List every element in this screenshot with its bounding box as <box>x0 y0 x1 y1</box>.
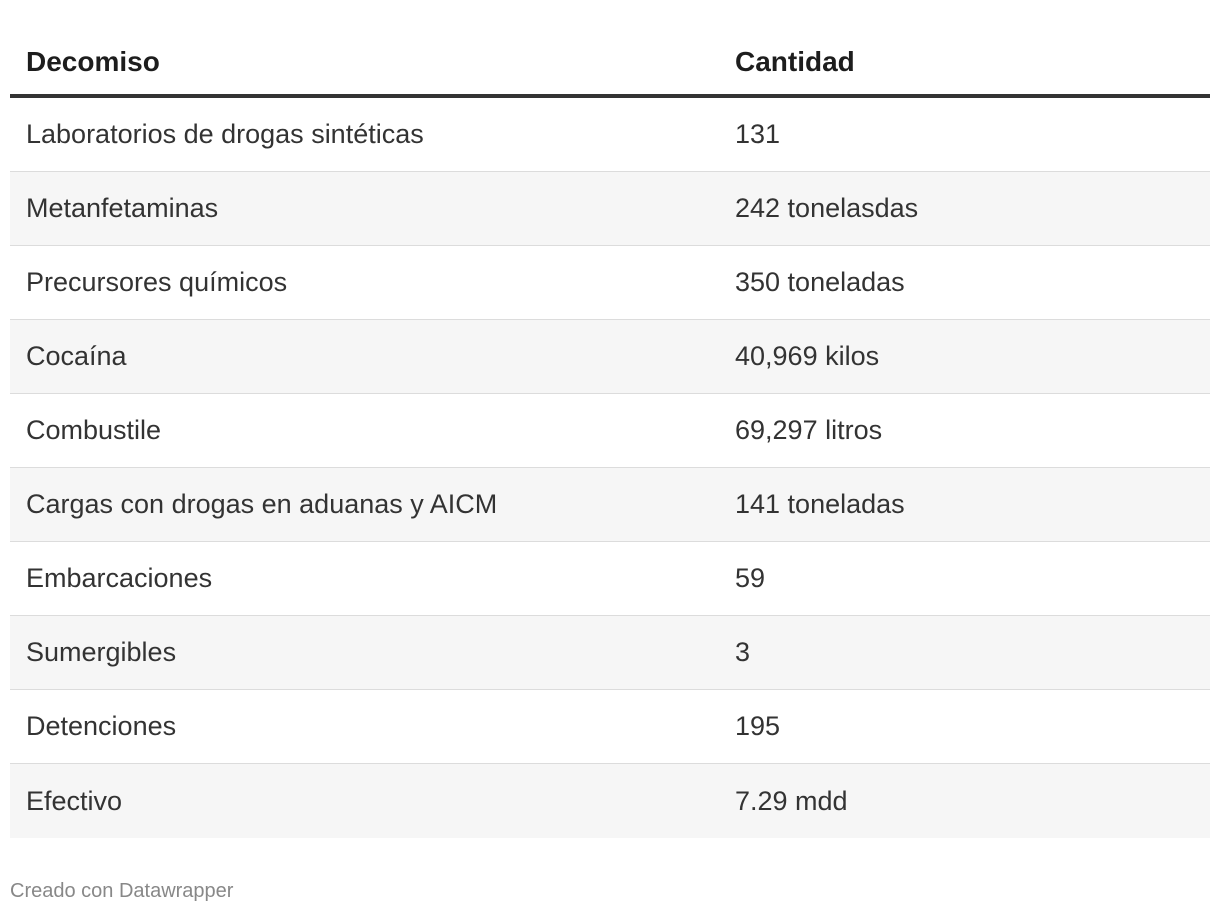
table-row: Embarcaciones 59 <box>10 542 1210 616</box>
cell-cantidad: 7.29 mdd <box>735 785 848 816</box>
table-row: Cargas con drogas en aduanas y AICM 141 t… <box>10 468 1210 542</box>
cell-decomiso: Metanfetaminas <box>26 193 219 223</box>
table-body: Laboratorios de drogas sintéticas 131 Meta… <box>10 98 1210 838</box>
table-row: Cocaína 40,969 kilos <box>10 320 1210 394</box>
data-table: Decomiso Cantidad Laboratorios de drogas… <box>10 26 1210 838</box>
cell-cantidad: 3 <box>735 637 751 667</box>
cell-decomiso: Precursores químicos <box>26 267 288 297</box>
cell-decomiso: Efectivo <box>26 785 123 816</box>
cell-cantidad: 59 <box>735 563 766 593</box>
table-row: Laboratorios de drogas sintéticas 131 <box>10 98 1210 172</box>
cell-cantidad: 141 toneladas <box>735 489 905 519</box>
table-row: Metanfetaminas 242 tonelasdas <box>10 172 1210 246</box>
cell-cantidad: 195 <box>735 711 781 741</box>
cell-decomiso: Detenciones <box>26 711 177 741</box>
cell-decomiso: Cargas con drogas en aduanas y AICM <box>26 489 498 519</box>
cell-decomiso: Embarcaciones <box>26 563 213 593</box>
cell-cantidad: 69,297 litros <box>735 415 883 445</box>
table-row: Detenciones 195 <box>10 690 1210 764</box>
table-row: Efectivo 7.29 mdd <box>10 764 1210 838</box>
cell-cantidad: 242 tonelasdas <box>735 193 919 223</box>
table-header: Decomiso Cantidad <box>10 26 1210 98</box>
cell-decomiso: Laboratorios de drogas sintéticas <box>26 119 424 149</box>
column-header-decomiso: Decomiso <box>26 46 160 77</box>
table-row: Combustile 69,297 litros <box>10 394 1210 468</box>
datawrapper-credit: Creado con Datawrapper <box>10 880 234 902</box>
cell-cantidad: 131 <box>735 119 781 149</box>
column-header-cantidad: Cantidad <box>735 46 855 77</box>
cell-decomiso: Combustile <box>26 415 162 445</box>
cell-decomiso: Sumergibles <box>26 637 177 667</box>
cell-cantidad: 350 toneladas <box>735 267 905 297</box>
table-row: Precursores químicos 350 toneladas <box>10 246 1210 320</box>
table-row: Sumergibles 3 <box>10 616 1210 690</box>
cell-decomiso: Cocaína <box>26 341 127 371</box>
cell-cantidad: 40,969 kilos <box>735 341 880 371</box>
